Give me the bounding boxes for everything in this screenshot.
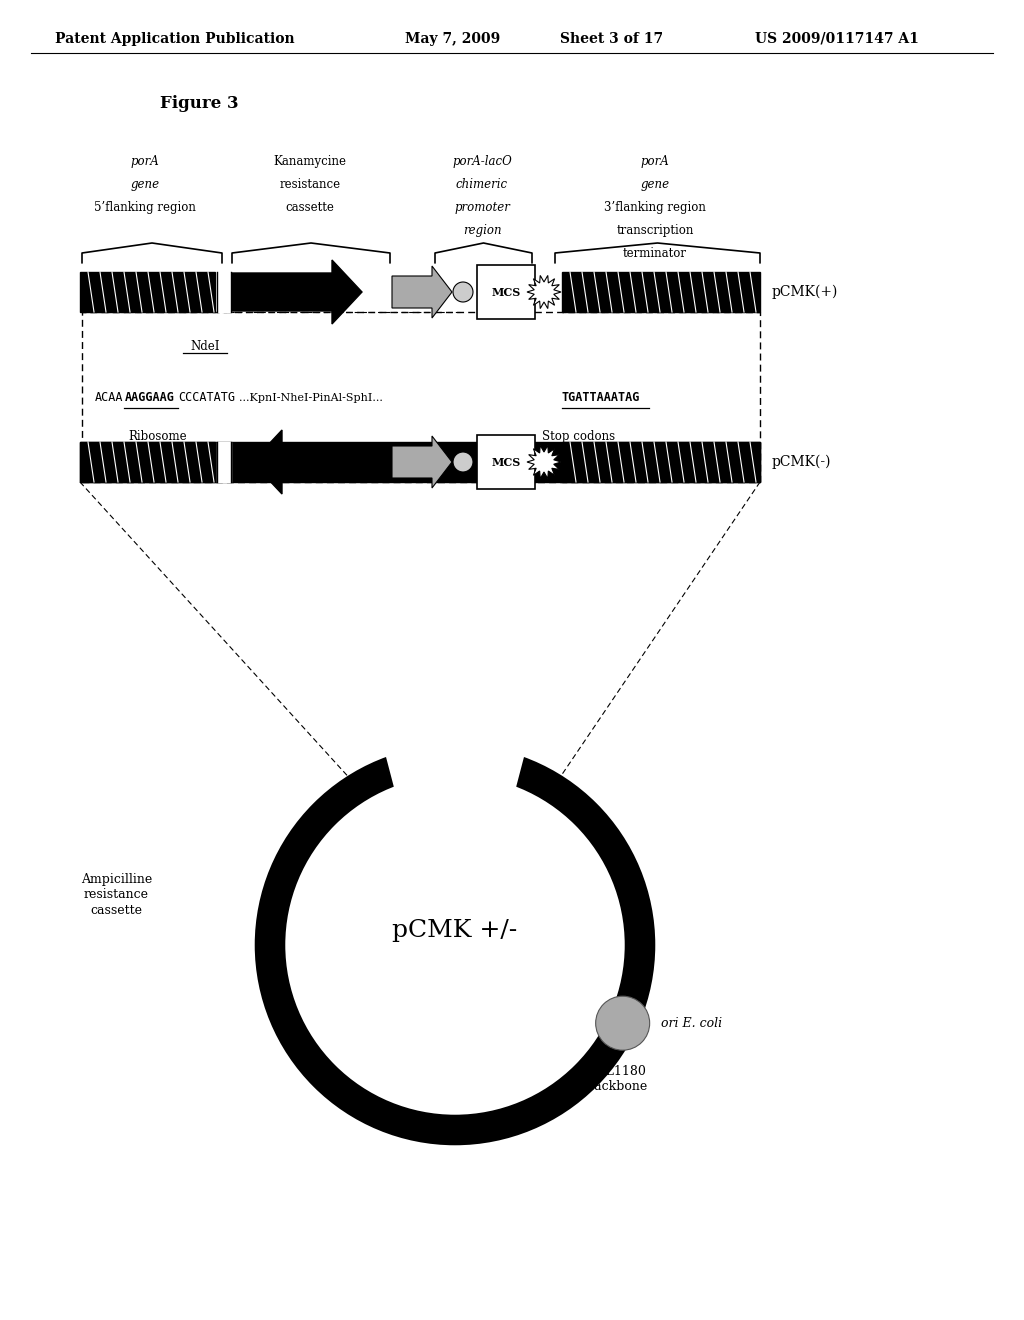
Text: gene: gene xyxy=(640,178,670,191)
Text: porA-lacO: porA-lacO xyxy=(453,154,512,168)
Text: Figure 3: Figure 3 xyxy=(160,95,239,112)
Bar xyxy=(217,442,231,482)
Text: pCMK(+): pCMK(+) xyxy=(772,285,839,300)
Text: promoter: promoter xyxy=(454,201,510,214)
Text: Patent Application Publication: Patent Application Publication xyxy=(55,32,295,46)
FancyArrow shape xyxy=(392,267,452,318)
Text: MCS: MCS xyxy=(492,286,520,297)
Text: 3’flanking region: 3’flanking region xyxy=(604,201,706,214)
Circle shape xyxy=(453,282,473,302)
Text: AAGGAAG: AAGGAAG xyxy=(125,392,174,404)
Text: region: region xyxy=(463,224,502,238)
Text: gene: gene xyxy=(130,178,160,191)
Text: TGATTAAATAG: TGATTAAATAG xyxy=(562,392,640,404)
Text: pSL1180
backbone: pSL1180 backbone xyxy=(587,1065,648,1093)
Text: cassette: cassette xyxy=(286,201,335,214)
Text: ACAA: ACAA xyxy=(95,392,124,404)
Text: Ribosome: Ribosome xyxy=(128,430,186,444)
Text: pCMK +/-: pCMK +/- xyxy=(392,919,517,941)
FancyArrow shape xyxy=(232,260,362,323)
Text: Ampicilline
resistance
cassette: Ampicilline resistance cassette xyxy=(81,874,152,916)
Text: CCCATATG: CCCATATG xyxy=(178,392,234,404)
Text: MCS: MCS xyxy=(492,457,520,467)
Bar xyxy=(80,442,215,482)
Text: ori E. coli: ori E. coli xyxy=(660,1016,722,1030)
Bar xyxy=(80,442,760,482)
Text: terminator: terminator xyxy=(623,247,687,260)
Text: porA: porA xyxy=(131,154,160,168)
Text: transcription: transcription xyxy=(616,224,693,238)
Circle shape xyxy=(453,451,473,473)
Bar xyxy=(477,436,535,488)
Text: pCMK(-): pCMK(-) xyxy=(772,455,831,469)
Text: Kanamycine: Kanamycine xyxy=(273,154,346,168)
Polygon shape xyxy=(527,445,561,479)
FancyArrow shape xyxy=(392,436,452,488)
Text: Binding site: Binding site xyxy=(128,454,200,467)
FancyArrow shape xyxy=(252,430,392,494)
Text: Stop codons: Stop codons xyxy=(542,430,615,444)
Text: chimeric: chimeric xyxy=(456,178,508,191)
Text: resistance: resistance xyxy=(280,178,341,191)
Bar xyxy=(217,272,231,312)
Text: May 7, 2009: May 7, 2009 xyxy=(406,32,501,46)
Text: 5’flanking region: 5’flanking region xyxy=(94,201,196,214)
Bar xyxy=(562,442,760,482)
Text: porA: porA xyxy=(641,154,670,168)
Bar xyxy=(562,272,760,312)
Text: NdeI: NdeI xyxy=(190,341,220,352)
Bar xyxy=(80,272,215,312)
Bar xyxy=(477,265,535,319)
Polygon shape xyxy=(527,276,561,309)
Text: Sheet 3 of 17: Sheet 3 of 17 xyxy=(560,32,664,46)
Text: US 2009/0117147 A1: US 2009/0117147 A1 xyxy=(755,32,919,46)
Circle shape xyxy=(596,997,649,1051)
Bar xyxy=(82,312,760,482)
Text: ...KpnI-NheI-PinAl-SphI...: ...KpnI-NheI-PinAl-SphI... xyxy=(240,393,383,403)
